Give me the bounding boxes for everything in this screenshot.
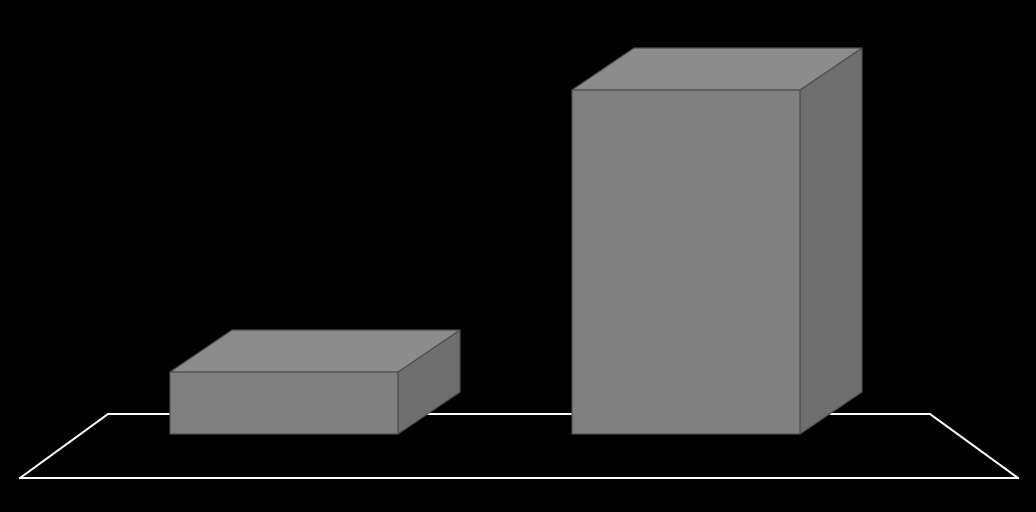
bar-2-front [572, 90, 800, 434]
bar-2-side [800, 48, 862, 434]
chart-3d-bar [0, 0, 1036, 512]
bar-1-front [170, 372, 398, 434]
chart-svg [0, 0, 1036, 512]
